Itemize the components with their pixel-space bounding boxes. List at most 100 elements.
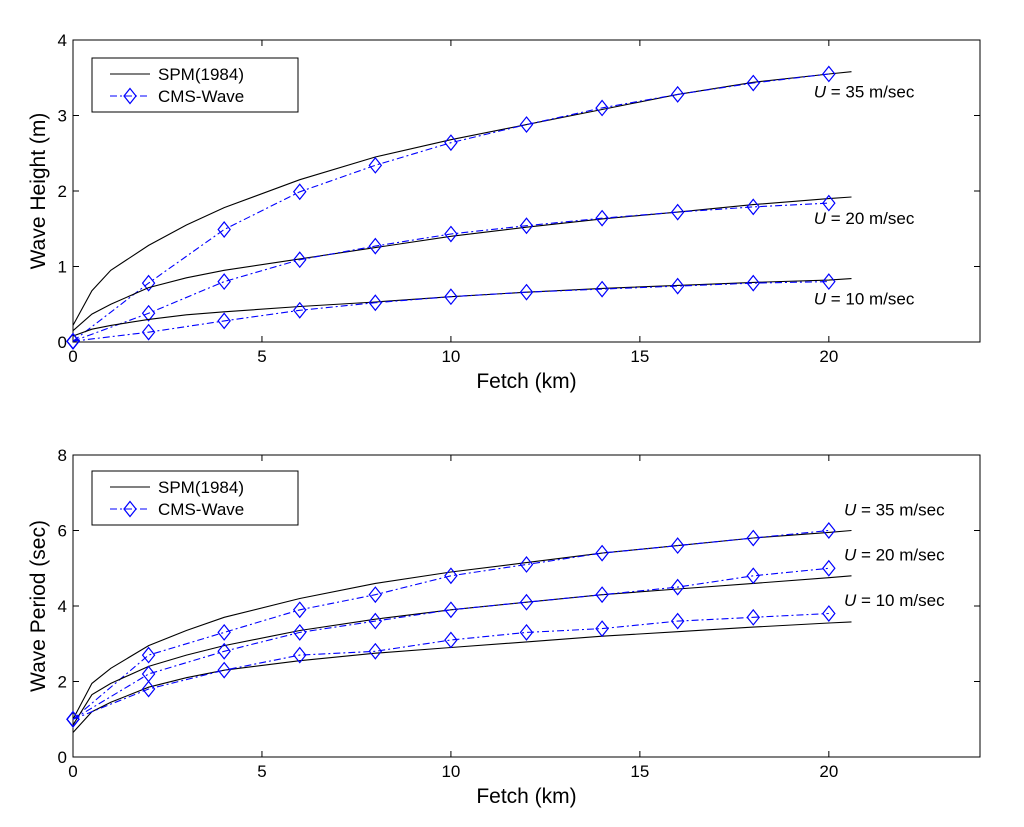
series-line <box>72 73 829 342</box>
series-line <box>72 621 852 733</box>
y-tick-label: 3 <box>58 107 67 126</box>
data-point-diamond <box>822 522 836 539</box>
series-line <box>72 196 852 332</box>
data-point-diamond <box>670 578 685 596</box>
data-point-diamond <box>292 646 307 664</box>
data-point-diamond <box>670 612 685 630</box>
wind-speed-annotation: U = 20 m/sec <box>844 546 945 565</box>
series-line <box>72 612 829 720</box>
annotation-symbol: U <box>814 289 827 308</box>
data-point-diamond <box>822 194 836 212</box>
legend-box <box>91 470 299 526</box>
y-axis-title: Wave Period (sec) <box>27 520 50 692</box>
data-point-diamond <box>141 274 156 292</box>
series-spm1984-3 <box>72 575 852 726</box>
data-point-diamond <box>444 631 458 649</box>
data-point-diamond <box>368 642 383 660</box>
x-tick-label: 10 <box>441 347 460 366</box>
annotation-value: = 20 m/sec <box>856 546 945 565</box>
legend: SPM(1984) CMS-Wave <box>91 470 299 526</box>
data-point-diamond <box>822 65 836 83</box>
data-point-diamond <box>217 661 231 679</box>
data-point-diamond <box>595 544 609 562</box>
data-point-diamond <box>444 567 458 585</box>
series-line <box>72 567 829 720</box>
series-cms-wave-6 <box>66 605 836 728</box>
chart-panel-1: 0 5 10 15 20 0 1 2 3 4 Fetch (km) Wave Height (m) U … <box>27 31 981 393</box>
data-point-diamond <box>746 74 761 92</box>
data-point-diamond <box>746 608 761 626</box>
series-line <box>72 529 852 720</box>
data-point-diamond <box>746 567 761 585</box>
chart-panel-2: 0 5 10 15 20 0 2 4 6 8 Fetch (km) Wave Period (sec)… <box>27 446 981 808</box>
series-spm1984-1 <box>72 529 852 720</box>
y-tick-label: 1 <box>58 258 67 277</box>
annotation-value: = 35 m/sec <box>826 82 915 101</box>
x-tick-label: 20 <box>819 347 838 366</box>
y-tick-label: 6 <box>58 522 67 541</box>
series-line <box>72 575 852 726</box>
x-axis-title: Fetch (km) <box>476 370 576 393</box>
data-point-diamond <box>292 183 307 201</box>
data-point-diamond <box>368 586 383 604</box>
data-point-diamond <box>519 556 534 573</box>
data-point-diamond <box>822 273 836 291</box>
legend-label: CMS-Wave <box>158 500 244 519</box>
x-tick-label: 10 <box>441 762 460 781</box>
legend: SPM(1984) CMS-Wave <box>91 57 299 113</box>
y-tick-label: 8 <box>58 446 67 465</box>
wind-speed-annotation: U = 35 m/sec <box>844 500 945 519</box>
data-point-diamond <box>595 209 609 227</box>
data-point-diamond <box>141 304 156 322</box>
data-point-diamond <box>822 559 836 577</box>
data-point-diamond <box>368 294 383 312</box>
data-point-diamond <box>519 593 534 611</box>
y-tick-label: 4 <box>58 597 67 616</box>
y-tick-label: 2 <box>58 673 67 692</box>
series-line <box>72 278 852 337</box>
data-point-diamond <box>444 601 458 619</box>
annotation-value: = 10 m/sec <box>856 591 945 610</box>
annotation-value: = 10 m/sec <box>826 289 915 308</box>
annotation-symbol: U <box>844 500 857 519</box>
series-line <box>72 202 829 342</box>
data-point-diamond <box>746 198 761 216</box>
y-tick-label: 0 <box>58 748 67 767</box>
data-point-diamond <box>217 312 231 330</box>
data-point-diamond <box>368 612 383 630</box>
annotation-symbol: U <box>814 209 827 228</box>
y-axis-title: Wave Height (m) <box>27 113 50 270</box>
x-tick-label: 0 <box>68 347 77 366</box>
annotation-symbol: U <box>844 546 857 565</box>
x-tick-label: 15 <box>630 347 649 366</box>
wind-speed-annotation: U = 10 m/sec <box>814 289 915 308</box>
data-point-diamond <box>519 283 534 301</box>
data-point-diamond <box>519 116 534 134</box>
annotation-value: = 35 m/sec <box>856 500 945 519</box>
legend-label: CMS-Wave <box>158 87 244 106</box>
wind-speed-annotation: U = 10 m/sec <box>844 591 945 610</box>
data-point-diamond <box>292 251 307 269</box>
data-point-diamond <box>292 623 307 641</box>
data-point-diamond <box>595 280 609 298</box>
data-point-diamond <box>670 537 685 555</box>
data-point-diamond <box>141 646 156 664</box>
data-point-diamond <box>670 85 685 103</box>
data-point-diamond <box>822 605 836 623</box>
x-tick-label: 5 <box>257 347 266 366</box>
data-point-diamond <box>66 710 80 728</box>
legend-diamond-icon <box>123 87 137 105</box>
annotation-symbol: U <box>844 591 857 610</box>
data-point-diamond <box>595 620 609 638</box>
x-tick-label: 5 <box>257 762 266 781</box>
data-point-diamond <box>217 642 231 660</box>
x-tick-label: 15 <box>630 762 649 781</box>
data-point-diamond <box>444 134 458 152</box>
x-tick-label: 0 <box>68 762 77 781</box>
data-point-diamond <box>519 217 534 235</box>
series-spm1984-3 <box>72 196 852 332</box>
data-point-diamond <box>141 323 156 341</box>
series-spm1984-5 <box>72 278 852 337</box>
data-point-diamond <box>746 529 761 547</box>
